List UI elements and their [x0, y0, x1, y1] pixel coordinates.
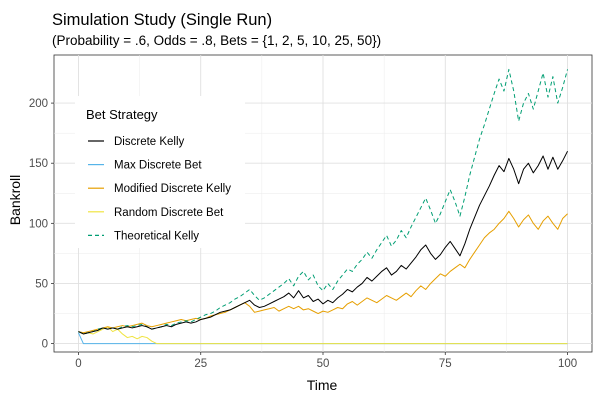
x-axis-title: Time [307, 377, 338, 393]
y-tick-label: 150 [29, 158, 48, 170]
legend-background [75, 96, 245, 248]
legend-items: Discrete Kelly Max Discrete Bet Modified D… [88, 136, 231, 242]
x-tick-label: 100 [558, 358, 577, 370]
y-axis-title: Bankroll [7, 175, 23, 226]
series-line-discrete-kelly [78, 150, 568, 335]
x-axis: 0 25 50 75 100 [75, 352, 577, 370]
legend: Bet Strategy Discrete Kelly Max Discrete … [75, 96, 245, 248]
x-tick-label: 0 [75, 358, 81, 370]
legend-label: Max Discrete Bet [114, 160, 202, 172]
chart-subtitle: (Probability = .6, Odds = .8, Bets = {1,… [52, 33, 381, 48]
series-lines [77, 68, 569, 345]
legend-title: Bet Strategy [86, 107, 158, 122]
series-line-modified-discrete-kelly [78, 210, 568, 334]
legend-label: Discrete Kelly [114, 136, 185, 148]
series-line-random-discrete-bet [78, 326, 568, 345]
y-tick-label: 200 [29, 98, 48, 110]
legend-label: Random Discrete Bet [114, 207, 224, 219]
y-tick-label: 50 [35, 278, 48, 290]
x-tick-label: 75 [439, 358, 452, 370]
x-tick-label: 50 [317, 358, 330, 370]
legend-label: Modified Discrete Kelly [114, 183, 231, 195]
legend-label: Theoretical Kelly [114, 230, 199, 242]
y-tick-label: 0 [42, 339, 48, 351]
chart-title: Simulation Study (Single Run) [52, 11, 272, 29]
y-axis: 0 50 100 150 200 [29, 98, 54, 351]
x-tick-label: 25 [194, 358, 207, 370]
y-tick-label: 100 [29, 218, 48, 230]
